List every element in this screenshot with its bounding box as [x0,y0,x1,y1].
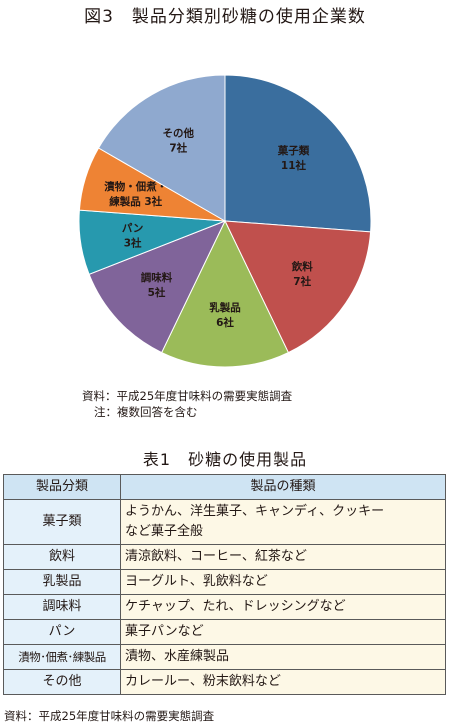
table-cell-category: 漬物･佃煮･練製品 [3,644,121,670]
table-cell-products: 漬物、水産練製品 [120,644,446,670]
table-row: 調味料 ケチャップ、たれ、ドレッシングなど [3,594,446,620]
table-header-row: 製品分類 製品の種類 [3,474,446,500]
products-line: 漬物、水産練製品 [125,649,230,664]
slice-label: 漬物・佃煮・ [104,180,167,193]
table-cell-products: ヨーグルト、乳飲料など [120,569,446,595]
table-cell-category: 乳製品 [3,569,121,595]
table-row: 菓子類 ようかん、洋生菓子、キャンディ、クッキー など菓子全般 [3,499,446,545]
table-cell-products: 菓子パンなど [120,619,446,645]
table-title: 表1 砂糖の使用製品 [142,450,308,469]
slice-label: 7社 [293,275,311,288]
slice-label: 乳製品 [209,301,241,314]
figure-title: 図3 製品分類別砂糖の使用企業数 [84,7,366,27]
table-cell-category: 飲料 [3,544,121,570]
header-products: 製品の種類 [120,474,446,500]
products-table: 製品分類 製品の種類 菓子類 ようかん、洋生菓子、キャンディ、クッキー など菓子全般… [3,474,446,695]
table-source-note: 資料：平成25年度甘味料の需要実態調査 [4,709,215,723]
table-cell-category: パン [3,619,121,645]
products-line: ヨーグルト、乳飲料など [125,574,268,589]
slice-label: 7社 [169,142,187,155]
table-cell-products: ようかん、洋生菓子、キャンディ、クッキー など菓子全般 [120,499,446,545]
pie-slice [224,220,372,354]
products-line: 菓子パンなど [125,624,204,639]
slice-label: 調味料 [141,271,173,284]
products-line: など菓子全般 [125,524,204,539]
slice-label: 菓子類 [277,144,310,157]
table-cell-products: カレールー、粉末飲料など [120,669,446,695]
figure-footnote: 注：複数回答を含む [94,405,198,419]
slice-label: 3社 [124,236,142,249]
header-category: 製品分類 [3,474,121,500]
table-row: 飲料 清涼飲料、コーヒー、紅茶など [3,544,446,570]
pie-slice [88,220,227,354]
figure-source-note: 資料：平成25年度甘味料の需要実態調査 [82,389,293,403]
slice-label: 6社 [216,316,234,329]
table-cell-category: 調味料 [3,594,121,620]
table-cell-category: その他 [3,669,121,695]
slice-label: その他 [163,127,195,140]
table-row: パン 菓子パンなど [3,619,446,645]
products-line: ようかん、洋生菓子、キャンディ、クッキー [125,504,385,519]
products-line: 清涼飲料、コーヒー、紅茶など [125,549,307,564]
pie-slice [97,74,226,222]
slice-label: 5社 [148,286,166,299]
products-line: ケチャップ、たれ、ドレッシングなど [125,599,346,614]
slice-label: 飲料 [291,260,313,273]
table-cell-category: 菓子類 [3,499,121,545]
table-row: その他 カレールー、粉末飲料など [3,669,446,695]
table-row: 漬物･佃煮･練製品 漬物、水産練製品 [3,644,446,670]
pie-slice [224,74,372,233]
products-line: カレールー、粉末飲料など [125,674,281,689]
table-cell-products: ケチャップ、たれ、ドレッシングなど [120,594,446,620]
slice-label: 練製品 3社 [109,195,162,208]
table-cell-products: 清涼飲料、コーヒー、紅茶など [120,544,446,570]
slice-label: 11社 [281,159,307,172]
slice-label: パン [122,222,144,234]
pie-slice [160,219,290,368]
table-row: 乳製品 ヨーグルト、乳飲料など [3,569,446,595]
